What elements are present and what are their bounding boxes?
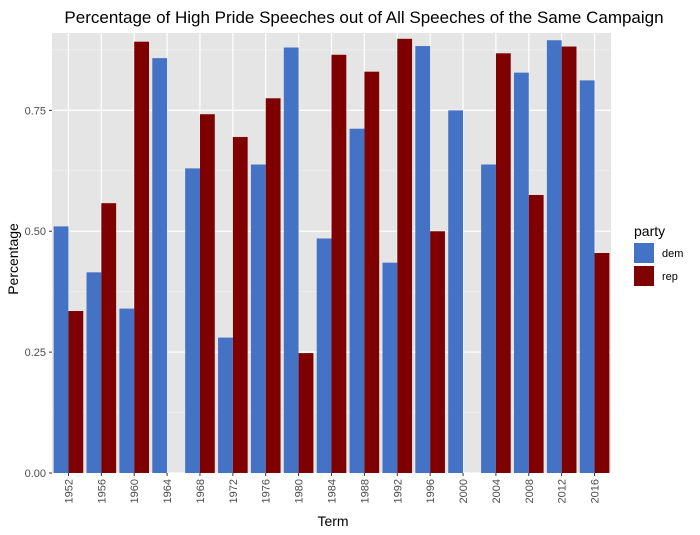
legend-title: party (634, 223, 665, 239)
x-tick-label: 1984 (327, 479, 339, 503)
x-tick-label: 2004 (491, 479, 503, 503)
x-tick-label: 1996 (425, 479, 437, 503)
x-axis: 1952 1956 1960 1964 1968 1972 1976 1980 1984 1988… (63, 473, 602, 503)
x-tick-label: 1968 (195, 479, 207, 503)
y-tick-label: 0.75 (25, 105, 46, 117)
y-axis: 0.00 0.25 0.50 0.75 (25, 105, 52, 480)
bar-dem-2012 (546, 40, 562, 473)
y-axis-title: Percentage (5, 223, 21, 295)
bars (53, 38, 610, 474)
bar-dem-2004 (481, 164, 496, 473)
x-tick-label: 1992 (392, 479, 404, 503)
bar-dem-1960 (119, 308, 135, 473)
legend: party dem rep (634, 223, 683, 286)
x-tick-label: 1972 (228, 479, 240, 503)
bar-rep-2004 (495, 53, 511, 474)
bar-rep-1956 (101, 203, 117, 473)
x-tick-label: 1960 (129, 479, 141, 503)
x-tick-label: 2016 (590, 479, 602, 503)
x-tick-label: 2012 (557, 479, 569, 503)
bar-dem-1980 (283, 47, 299, 473)
bar-rep-2012 (561, 46, 577, 474)
legend-key-dem (634, 243, 654, 263)
bar-rep-1984 (331, 54, 347, 474)
bar-dem-2008 (513, 72, 529, 474)
bar-dem-2016 (579, 80, 595, 473)
y-tick-label: 0.00 (25, 468, 46, 480)
bar-rep-2008 (528, 194, 544, 473)
bar-rep-2016 (594, 253, 610, 473)
x-tick-label: 2000 (458, 479, 470, 503)
bar-dem-1956 (86, 272, 102, 473)
bar-dem-1972 (218, 337, 233, 473)
x-tick-label: 1980 (294, 479, 306, 503)
y-tick-label: 0.50 (25, 226, 46, 238)
bar-dem-2000 (448, 110, 464, 473)
bar-rep-1960 (134, 41, 150, 473)
x-axis-title: Term (317, 513, 348, 529)
bar-dem-1992 (382, 262, 398, 473)
bar-rep-1996 (430, 231, 445, 473)
bar-rep-1976 (265, 98, 281, 474)
bar-dem-1964 (152, 58, 168, 474)
x-tick-label: 1976 (261, 479, 273, 503)
bar-dem-1988 (349, 128, 365, 473)
x-tick-label: 1988 (359, 479, 371, 503)
legend-label-rep: rep (662, 271, 678, 283)
bar-rep-1980 (298, 353, 314, 473)
bar-dem-1952 (53, 226, 69, 473)
bar-rep-1972 (232, 136, 248, 473)
bar-rep-1952 (68, 311, 84, 473)
bar-dem-1996 (415, 46, 431, 474)
bar-dem-1976 (250, 164, 266, 473)
bar-rep-1992 (397, 38, 413, 474)
x-tick-label: 1952 (63, 479, 75, 503)
chart-title: Percentage of High Pride Speeches out of… (64, 8, 663, 27)
bar-rep-1968 (199, 114, 215, 473)
x-tick-label: 1964 (162, 479, 174, 503)
x-tick-label: 2008 (524, 479, 536, 503)
y-tick-label: 0.25 (25, 347, 46, 359)
bar-dem-1984 (316, 238, 332, 473)
x-tick-label: 1956 (96, 479, 108, 503)
bar-rep-1988 (364, 71, 380, 473)
legend-label-dem: dem (662, 248, 683, 260)
bar-dem-1968 (185, 168, 200, 473)
legend-key-rep (634, 266, 654, 286)
